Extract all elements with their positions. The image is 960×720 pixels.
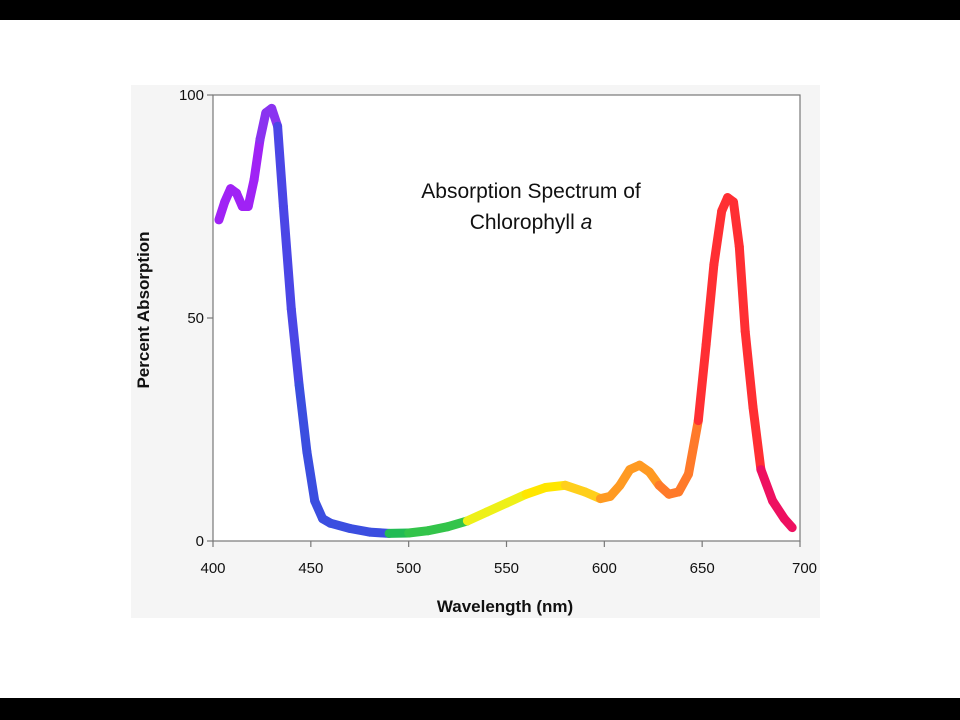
top-border-bar: [0, 0, 960, 20]
absorption-curve: [214, 103, 797, 538]
curve-segment: [278, 202, 296, 314]
curve-segment: [302, 447, 320, 506]
bottom-border-bar: [0, 698, 960, 720]
chart-title-line1: Absorption Spectrum of: [421, 180, 641, 203]
x-tick-label: 550: [494, 560, 519, 577]
curve-segment: [756, 465, 778, 506]
x-axis-title: Wavelength (nm): [437, 597, 573, 616]
chart-title-italic: a: [581, 211, 593, 234]
curve-segment: [243, 175, 259, 211]
axis-ticks: 400 450 500 550 600 650 700 0 50 100: [179, 87, 817, 577]
x-tick-label: 400: [200, 560, 225, 577]
x-tick-label: 600: [592, 560, 617, 577]
y-tick-label: 100: [179, 87, 204, 104]
curve-segment: [273, 121, 288, 211]
curve-segment: [684, 416, 703, 479]
y-tick-label: 50: [187, 310, 204, 327]
curve-segment: [740, 326, 758, 412]
curve-segment: [748, 402, 766, 475]
x-tick-label: 650: [690, 560, 715, 577]
curve-segment: [255, 108, 271, 145]
chart-title-line2: Chlorophyll a: [470, 211, 593, 234]
y-axis-title: Percent Absorption: [134, 231, 153, 388]
chart-title-main: Chlorophyll: [470, 211, 575, 234]
curve-segment: [249, 135, 265, 185]
curve-segment: [701, 260, 719, 350]
y-tick-label: 0: [196, 533, 204, 550]
curve-segment: [779, 514, 797, 533]
curve-segment: [286, 304, 304, 390]
curve-segment: [734, 242, 750, 336]
curve-segment: [729, 197, 744, 252]
x-tick-label: 500: [396, 560, 421, 577]
x-tick-label: 450: [298, 560, 323, 577]
curve-segment: [294, 380, 312, 457]
curve-segment: [709, 206, 727, 269]
x-tick-label: 700: [792, 560, 817, 577]
curve-segment: [693, 340, 711, 426]
